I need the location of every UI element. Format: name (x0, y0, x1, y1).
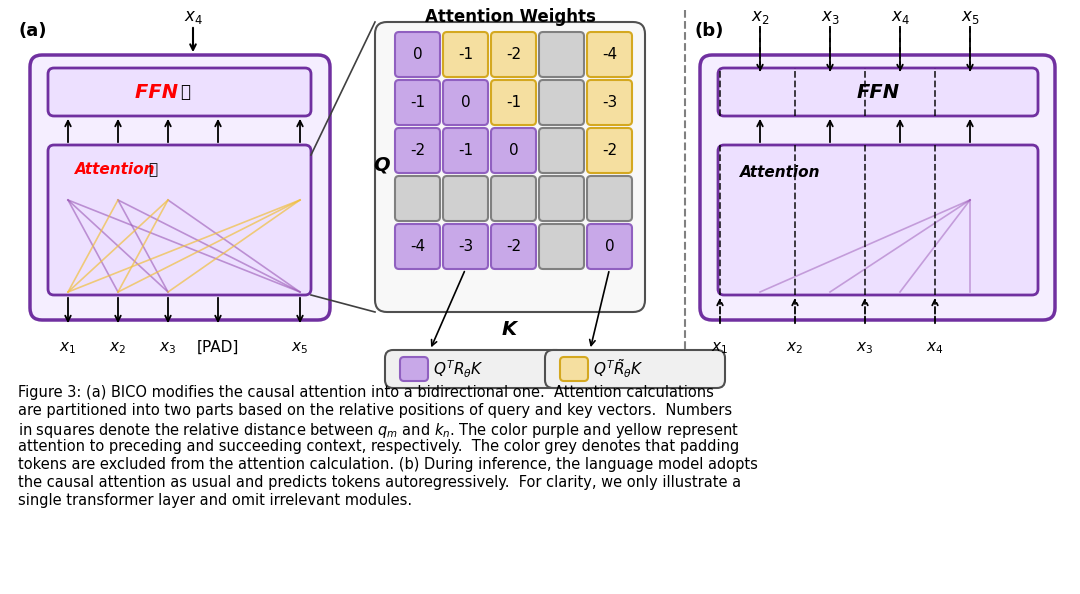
FancyBboxPatch shape (395, 176, 440, 221)
FancyBboxPatch shape (395, 128, 440, 173)
Text: -3: -3 (458, 239, 473, 254)
FancyBboxPatch shape (539, 80, 584, 125)
FancyBboxPatch shape (395, 224, 440, 269)
Text: 0: 0 (413, 47, 422, 62)
FancyBboxPatch shape (395, 32, 440, 77)
Text: 🔥: 🔥 (148, 162, 157, 177)
Text: [PAD]: [PAD] (197, 340, 239, 355)
Text: (b): (b) (696, 22, 725, 40)
FancyBboxPatch shape (48, 145, 311, 295)
FancyBboxPatch shape (718, 68, 1038, 116)
FancyBboxPatch shape (375, 22, 645, 312)
FancyBboxPatch shape (443, 80, 488, 125)
FancyBboxPatch shape (443, 32, 488, 77)
Text: -2: -2 (410, 143, 426, 158)
Text: $x_4$: $x_4$ (891, 8, 909, 26)
Text: 0: 0 (461, 95, 470, 110)
Text: -1: -1 (410, 95, 426, 110)
FancyBboxPatch shape (588, 224, 632, 269)
Text: $x_5$: $x_5$ (292, 340, 309, 356)
FancyBboxPatch shape (384, 350, 565, 388)
FancyBboxPatch shape (491, 128, 536, 173)
FancyBboxPatch shape (700, 55, 1055, 320)
FancyBboxPatch shape (539, 224, 584, 269)
Text: -1: -1 (458, 47, 473, 62)
FancyBboxPatch shape (718, 145, 1038, 295)
Text: FFN: FFN (856, 83, 900, 102)
FancyBboxPatch shape (491, 32, 536, 77)
FancyBboxPatch shape (588, 176, 632, 221)
Text: $Q^T R_\theta K$: $Q^T R_\theta K$ (433, 358, 484, 380)
Text: 🔥: 🔥 (180, 83, 190, 101)
Text: $x_1$: $x_1$ (712, 340, 729, 356)
Text: single transformer layer and omit irrelevant modules.: single transformer layer and omit irrele… (18, 493, 413, 508)
Text: $\boldsymbol{Q}$: $\boldsymbol{Q}$ (373, 155, 391, 175)
FancyBboxPatch shape (545, 350, 725, 388)
Text: -3: -3 (602, 95, 617, 110)
Text: -1: -1 (505, 95, 521, 110)
Text: Attention Weights: Attention Weights (424, 8, 595, 26)
Text: tokens are excluded from the attention calculation. (b) During inference, the la: tokens are excluded from the attention c… (18, 457, 758, 472)
Text: $x_3$: $x_3$ (160, 340, 177, 356)
FancyBboxPatch shape (400, 357, 428, 381)
Text: $x_2$: $x_2$ (751, 8, 769, 26)
Text: 0: 0 (605, 239, 615, 254)
FancyBboxPatch shape (588, 32, 632, 77)
FancyBboxPatch shape (48, 68, 311, 116)
Text: $x_5$: $x_5$ (961, 8, 980, 26)
Text: FFN: FFN (135, 83, 185, 102)
Text: $x_4$: $x_4$ (184, 8, 202, 26)
Text: $x_3$: $x_3$ (821, 8, 839, 26)
FancyBboxPatch shape (443, 224, 488, 269)
Text: -2: -2 (505, 239, 521, 254)
FancyBboxPatch shape (443, 128, 488, 173)
Text: $x_3$: $x_3$ (856, 340, 874, 356)
Text: are partitioned into two parts based on the relative positions of query and key : are partitioned into two parts based on … (18, 403, 732, 418)
Text: -2: -2 (505, 47, 521, 62)
FancyBboxPatch shape (491, 224, 536, 269)
FancyBboxPatch shape (539, 32, 584, 77)
Text: $x_1$: $x_1$ (59, 340, 77, 356)
FancyBboxPatch shape (561, 357, 588, 381)
Text: -4: -4 (410, 239, 426, 254)
Text: $x_4$: $x_4$ (927, 340, 944, 356)
FancyBboxPatch shape (30, 55, 330, 320)
Text: attention to preceding and succeeding context, respectively.  The color grey den: attention to preceding and succeeding co… (18, 439, 739, 454)
Text: Attention: Attention (75, 162, 161, 177)
Text: -2: -2 (602, 143, 617, 158)
Text: $x_2$: $x_2$ (109, 340, 126, 356)
FancyBboxPatch shape (588, 80, 632, 125)
Text: 0: 0 (509, 143, 518, 158)
Text: $x_2$: $x_2$ (786, 340, 804, 356)
FancyBboxPatch shape (588, 128, 632, 173)
FancyBboxPatch shape (395, 80, 440, 125)
Text: in squares denote the relative distance between $q_m$ and $k_n$. The color purpl: in squares denote the relative distance … (18, 421, 739, 440)
Text: -1: -1 (458, 143, 473, 158)
FancyBboxPatch shape (491, 176, 536, 221)
FancyBboxPatch shape (539, 176, 584, 221)
Text: $\boldsymbol{K}$: $\boldsymbol{K}$ (501, 320, 519, 339)
Text: Attention: Attention (740, 165, 821, 180)
FancyBboxPatch shape (443, 176, 488, 221)
FancyBboxPatch shape (539, 128, 584, 173)
Text: (a): (a) (18, 22, 46, 40)
Text: the causal attention as usual and predicts tokens autoregressively.  For clarity: the causal attention as usual and predic… (18, 475, 741, 490)
Text: $Q^T \tilde{R}_\theta K$: $Q^T \tilde{R}_\theta K$ (593, 358, 644, 380)
Text: Figure 3: (a) BICO modifies the causal attention into a bidirectional one.  Atte: Figure 3: (a) BICO modifies the causal a… (18, 385, 714, 400)
Text: -4: -4 (602, 47, 617, 62)
FancyBboxPatch shape (491, 80, 536, 125)
